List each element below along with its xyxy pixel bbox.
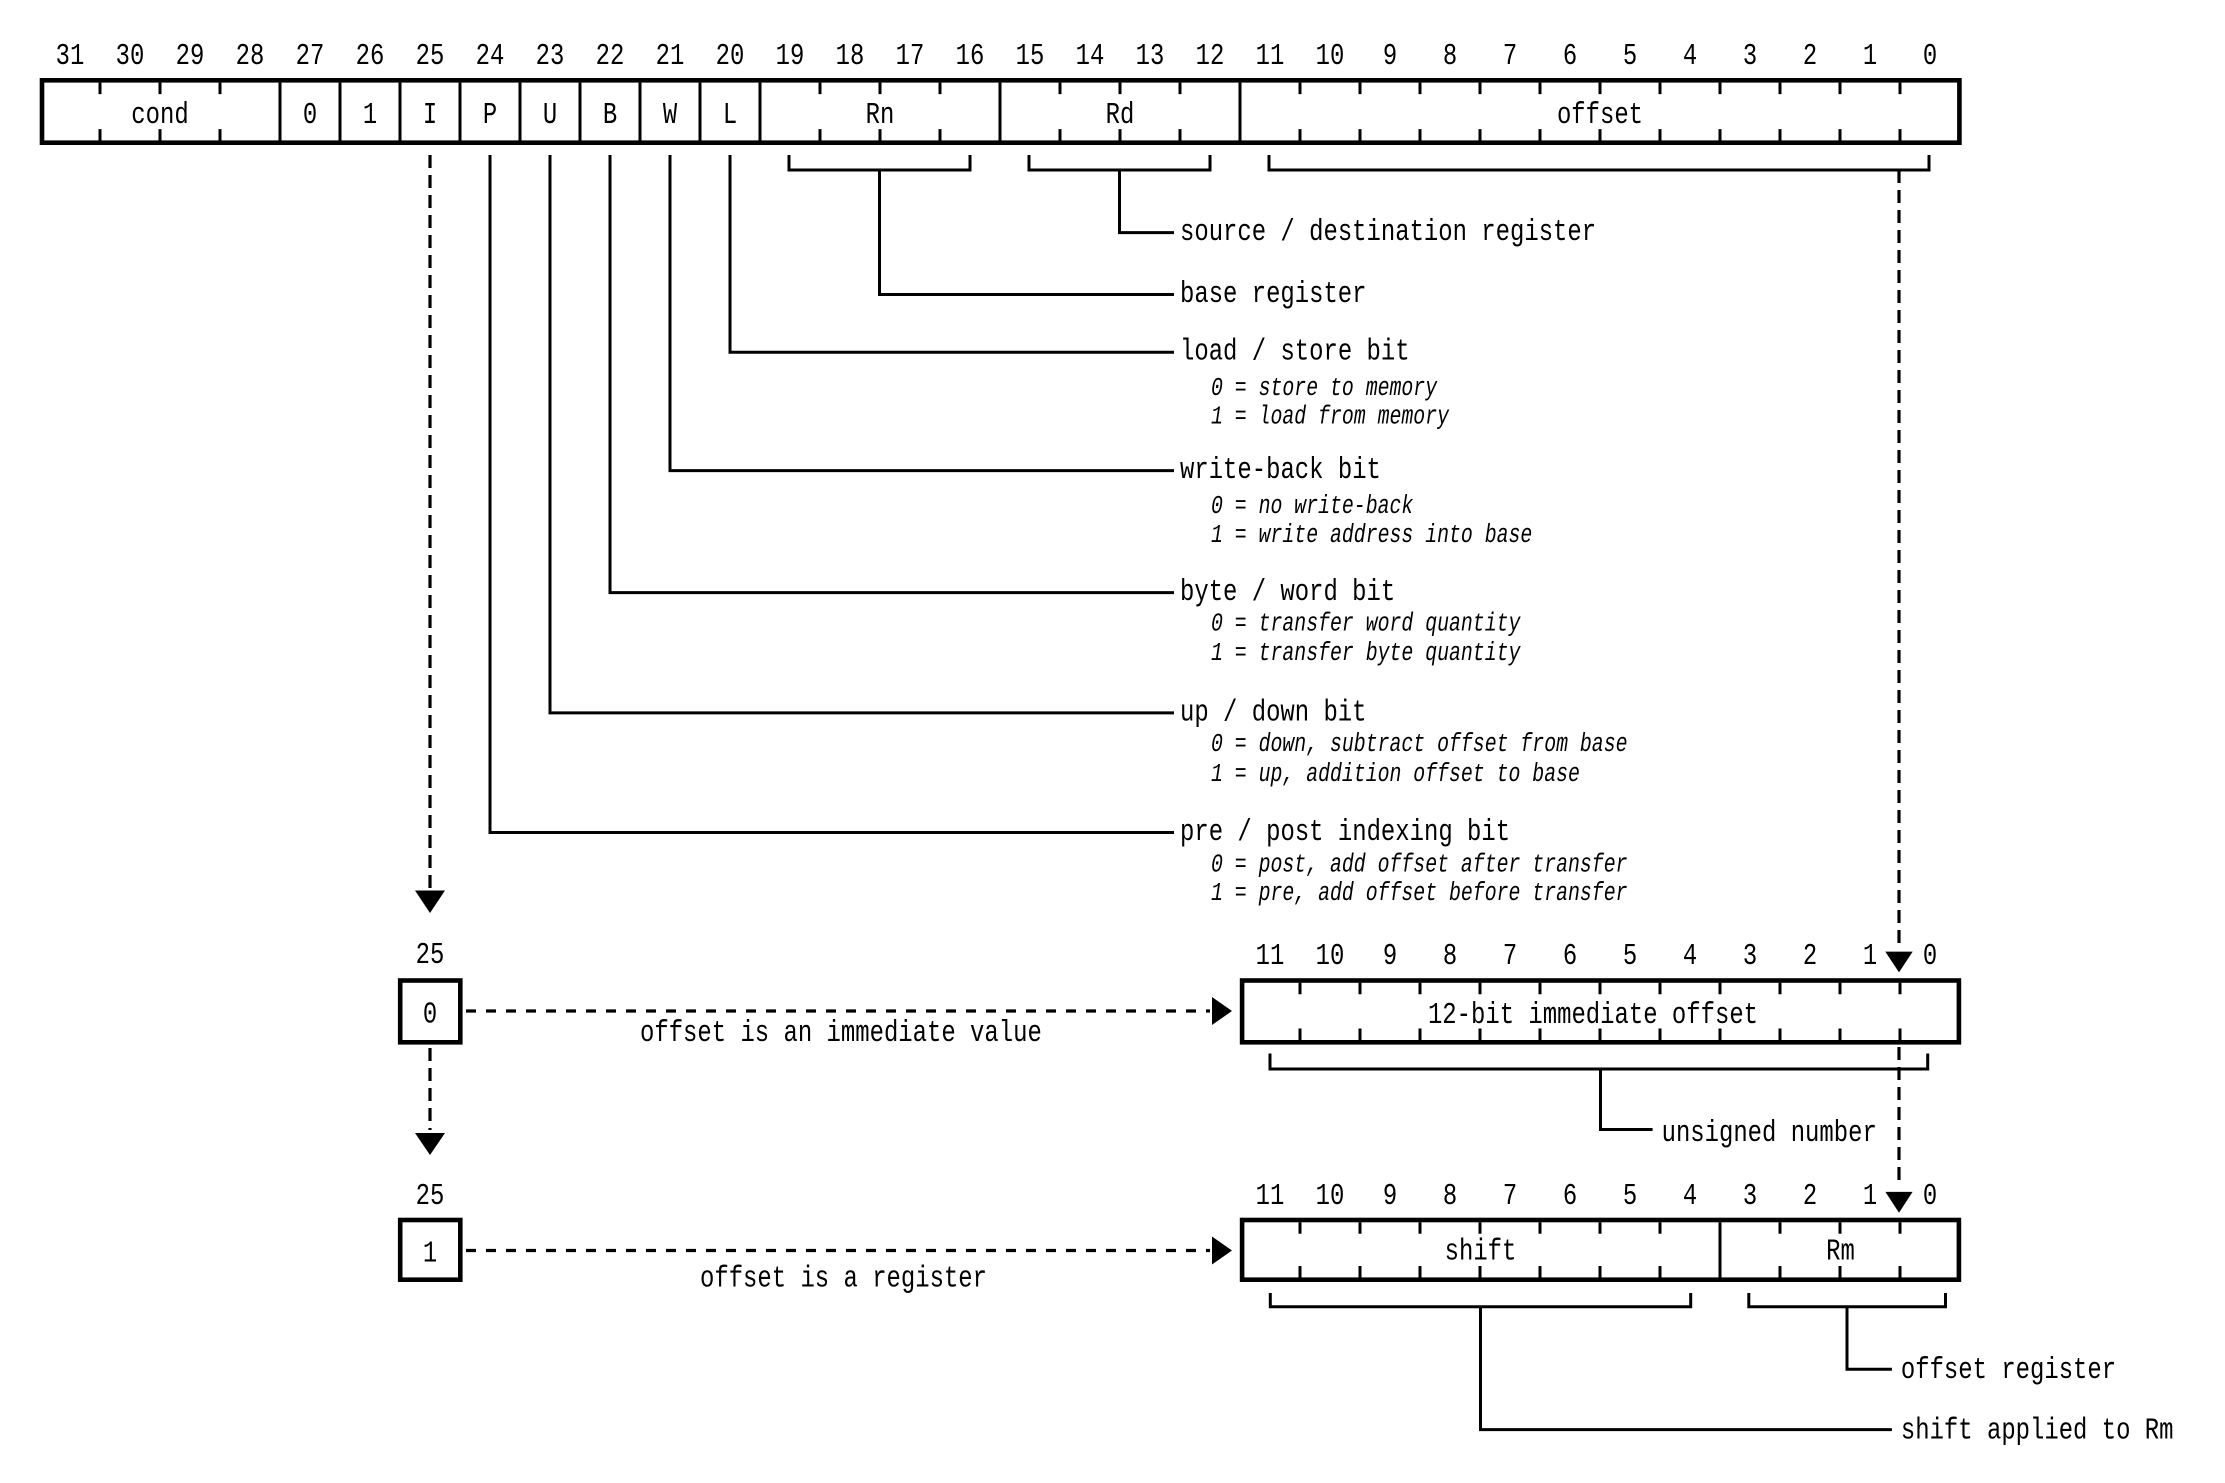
svg-text:1 = transfer byte quantity: 1 = transfer byte quantity: [1211, 639, 1521, 668]
svg-text:8: 8: [1443, 39, 1457, 74]
svg-text:9: 9: [1383, 1179, 1397, 1214]
svg-text:22: 22: [596, 39, 625, 74]
svg-text:27: 27: [296, 39, 325, 74]
svg-text:0: 0: [1923, 1179, 1937, 1214]
svg-text:0 = down, subtract offset from: 0 = down, subtract offset from base: [1211, 730, 1628, 759]
svg-text:offset is an immediate value: offset is an immediate value: [640, 1016, 1042, 1051]
svg-text:11: 11: [1256, 1179, 1285, 1214]
svg-text:29: 29: [176, 39, 205, 74]
svg-text:13: 13: [1136, 39, 1165, 74]
svg-text:3: 3: [1743, 39, 1757, 74]
svg-text:20: 20: [716, 39, 745, 74]
svg-text:26: 26: [356, 39, 385, 74]
svg-text:B: B: [603, 98, 617, 133]
svg-text:30: 30: [116, 39, 145, 74]
svg-text:shift: shift: [1445, 1235, 1517, 1270]
svg-text:5: 5: [1623, 39, 1637, 74]
svg-text:17: 17: [896, 39, 925, 74]
svg-text:Rn: Rn: [866, 98, 895, 133]
svg-text:19: 19: [776, 39, 805, 74]
svg-text:Rm: Rm: [1826, 1235, 1855, 1270]
svg-text:1 = up, addition offset to bas: 1 = up, addition offset to base: [1211, 760, 1580, 789]
svg-text:6: 6: [1563, 1179, 1577, 1214]
svg-text:2: 2: [1803, 39, 1817, 74]
svg-text:offset register: offset register: [1901, 1353, 2116, 1388]
svg-text:1 = write address into base: 1 = write address into base: [1211, 521, 1532, 550]
svg-text:10: 10: [1316, 939, 1345, 974]
svg-text:unsigned number: unsigned number: [1662, 1116, 1877, 1151]
svg-text:7: 7: [1503, 939, 1517, 974]
svg-text:12-bit immediate offset: 12-bit immediate offset: [1428, 998, 1758, 1033]
svg-text:14: 14: [1076, 39, 1105, 74]
svg-text:offset is a register: offset is a register: [700, 1261, 987, 1296]
svg-text:up / down bit: up / down bit: [1180, 695, 1367, 730]
svg-text:5: 5: [1623, 1179, 1637, 1214]
svg-text:write-back bit: write-back bit: [1180, 453, 1381, 488]
svg-text:24: 24: [476, 39, 505, 74]
svg-text:1: 1: [1863, 1179, 1877, 1214]
svg-text:31: 31: [56, 39, 85, 74]
svg-text:0 = transfer word quantity: 0 = transfer word quantity: [1211, 610, 1521, 639]
svg-text:8: 8: [1443, 1179, 1457, 1214]
svg-text:23: 23: [536, 39, 565, 74]
svg-text:1: 1: [423, 1236, 437, 1271]
svg-text:6: 6: [1563, 39, 1577, 74]
svg-text:0 = store to memory: 0 = store to memory: [1211, 374, 1438, 403]
svg-text:P: P: [483, 98, 497, 133]
svg-text:offset: offset: [1557, 98, 1643, 133]
svg-text:3: 3: [1743, 1179, 1757, 1214]
svg-text:18: 18: [836, 39, 865, 74]
svg-text:W: W: [663, 98, 678, 133]
svg-text:11: 11: [1256, 39, 1285, 74]
svg-text:1: 1: [1863, 39, 1877, 74]
svg-text:11: 11: [1256, 939, 1285, 974]
svg-text:9: 9: [1383, 39, 1397, 74]
svg-text:7: 7: [1503, 1179, 1517, 1214]
svg-text:0 = post, add offset after tra: 0 = post, add offset after transfer: [1211, 850, 1628, 879]
svg-text:1 = pre, add offset before tra: 1 = pre, add offset before transfer: [1211, 879, 1628, 908]
svg-text:1: 1: [1863, 939, 1877, 974]
svg-text:2: 2: [1803, 1179, 1817, 1214]
svg-text:16: 16: [956, 39, 985, 74]
svg-text:4: 4: [1683, 1179, 1697, 1214]
svg-text:5: 5: [1623, 939, 1637, 974]
svg-text:3: 3: [1743, 939, 1757, 974]
svg-text:25: 25: [416, 1179, 445, 1214]
svg-text:12: 12: [1196, 39, 1225, 74]
svg-text:1: 1: [363, 98, 377, 133]
svg-text:9: 9: [1383, 939, 1397, 974]
svg-text:28: 28: [236, 39, 265, 74]
svg-text:6: 6: [1563, 939, 1577, 974]
svg-text:10: 10: [1316, 39, 1345, 74]
svg-text:base register: base register: [1180, 277, 1367, 312]
svg-text:0: 0: [303, 98, 317, 133]
svg-text:Rd: Rd: [1106, 98, 1135, 133]
svg-text:25: 25: [416, 39, 445, 74]
svg-text:15: 15: [1016, 39, 1045, 74]
svg-text:source / destination register: source / destination register: [1180, 215, 1596, 250]
svg-text:0: 0: [423, 998, 437, 1033]
svg-text:I: I: [423, 98, 437, 133]
svg-text:load / store bit: load / store bit: [1180, 335, 1410, 370]
svg-text:10: 10: [1316, 1179, 1345, 1214]
svg-text:4: 4: [1683, 39, 1697, 74]
svg-text:0: 0: [1923, 39, 1937, 74]
svg-text:byte / word bit: byte / word bit: [1180, 575, 1395, 610]
svg-text:25: 25: [416, 938, 445, 973]
svg-text:21: 21: [656, 39, 685, 74]
svg-text:7: 7: [1503, 39, 1517, 74]
svg-text:cond: cond: [131, 98, 188, 133]
svg-text:U: U: [543, 98, 557, 133]
svg-text:8: 8: [1443, 939, 1457, 974]
svg-text:2: 2: [1803, 939, 1817, 974]
svg-text:0 = no write-back: 0 = no write-back: [1211, 492, 1414, 521]
svg-text:0: 0: [1923, 939, 1937, 974]
svg-text:pre / post indexing bit: pre / post indexing bit: [1180, 815, 1510, 850]
svg-text:4: 4: [1683, 939, 1697, 974]
svg-text:shift applied to Rm: shift applied to Rm: [1901, 1414, 2174, 1449]
svg-text:L: L: [723, 98, 737, 133]
svg-text:1 = load from memory: 1 = load from memory: [1211, 403, 1450, 432]
